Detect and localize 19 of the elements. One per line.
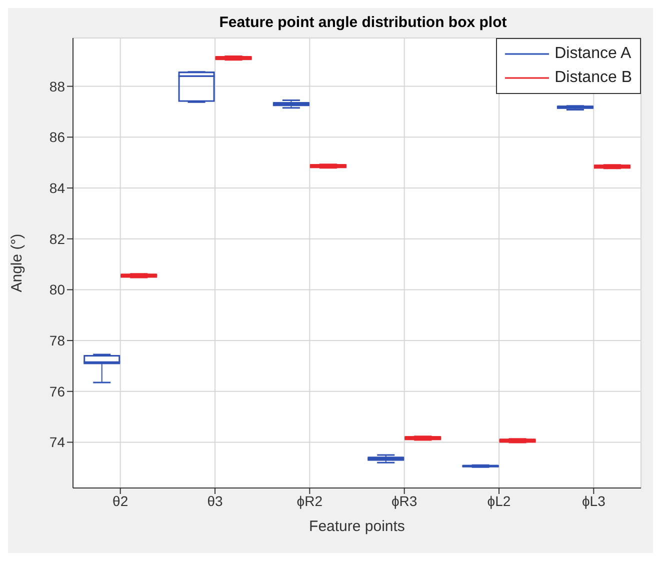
x-tick-label: ϕR3 (391, 492, 418, 509)
x-tick-label: ϕR2 (296, 492, 323, 509)
legend-label: Distance A (554, 44, 632, 64)
x-tick-label: θ3 (207, 492, 223, 509)
y-tick-label: 76 (49, 383, 66, 400)
x-tick-label: θ2 (112, 492, 128, 509)
x-axis-title: Feature points (309, 518, 405, 535)
x-tick-label: ϕL2 (487, 492, 511, 509)
y-axis-title: Angle (°) (8, 234, 26, 292)
y-tick-label: 84 (49, 180, 66, 196)
legend-label: Distance B (554, 68, 632, 88)
chart-title: Feature point angle distribution box plot (218, 14, 508, 31)
y-tick-label: 82 (49, 230, 66, 247)
y-tick-label: 86 (49, 129, 66, 146)
y-tick-label: 88 (49, 78, 66, 94)
y-tick-label: 74 (49, 434, 66, 450)
x-tick-label: ϕL3 (582, 492, 606, 509)
y-tick-label: 78 (49, 332, 66, 349)
y-tick-label: 80 (49, 282, 66, 298)
